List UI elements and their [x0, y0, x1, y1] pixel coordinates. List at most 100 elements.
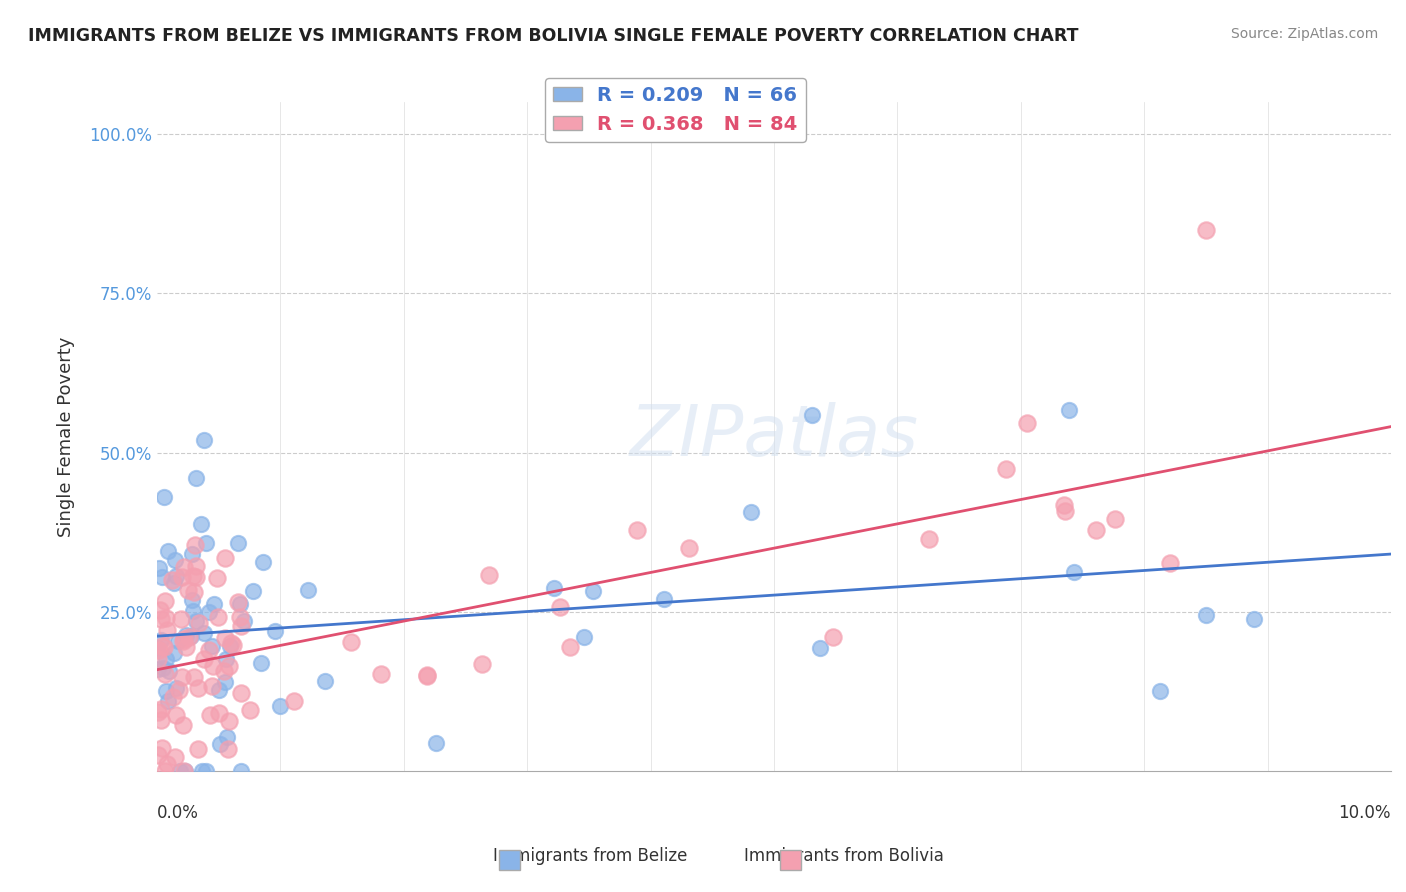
Point: [1053, 504, 1076, 518]
Point: [249, 656, 271, 670]
Point: [148, 642, 170, 657]
Point: [153, 491, 176, 505]
Point: [146, 640, 169, 655]
Point: [181, 547, 204, 561]
Point: [150, 633, 173, 648]
Point: [214, 632, 236, 646]
Point: [170, 612, 193, 626]
Point: [197, 642, 219, 657]
Point: [471, 657, 494, 672]
Point: [215, 652, 238, 666]
Point: [229, 686, 252, 700]
Point: [652, 592, 675, 607]
Point: [172, 718, 194, 732]
Point: [214, 664, 236, 678]
Point: [156, 623, 179, 637]
Point: [191, 764, 214, 779]
Point: [165, 708, 187, 723]
Point: [226, 595, 249, 609]
Point: [183, 604, 205, 618]
Point: [198, 606, 221, 620]
Point: [181, 592, 204, 607]
Point: [153, 594, 176, 608]
Point: [740, 505, 762, 519]
Point: [181, 569, 204, 583]
Point: [163, 553, 186, 567]
Point: [242, 584, 264, 599]
Point: [218, 714, 240, 728]
Point: [150, 639, 173, 653]
Point: [1243, 612, 1265, 626]
Point: [214, 550, 236, 565]
Point: [153, 640, 176, 655]
Point: [264, 624, 287, 638]
Point: [165, 681, 187, 695]
Point: [156, 694, 179, 708]
Point: [150, 713, 173, 727]
Point: [152, 661, 174, 675]
Point: [1195, 222, 1218, 236]
Point: [217, 730, 239, 744]
Point: [228, 610, 250, 624]
Point: [1063, 566, 1085, 580]
Point: [201, 639, 224, 653]
Point: [801, 409, 824, 423]
Point: [1085, 523, 1108, 537]
Point: [172, 634, 194, 648]
Point: [558, 640, 581, 654]
Point: [339, 635, 361, 649]
Point: [163, 646, 186, 660]
Point: [193, 434, 215, 448]
Point: [572, 631, 595, 645]
Point: [174, 628, 197, 642]
Point: [231, 764, 253, 779]
Point: [170, 570, 193, 584]
Point: [995, 462, 1018, 476]
Point: [183, 670, 205, 684]
Point: [207, 571, 229, 585]
Point: [202, 598, 225, 612]
Point: [167, 634, 190, 648]
Point: [173, 560, 195, 574]
Point: [228, 597, 250, 611]
Point: [201, 679, 224, 693]
Point: [283, 694, 305, 708]
Point: [162, 690, 184, 705]
Point: [218, 658, 240, 673]
Point: [155, 611, 177, 625]
Point: [233, 614, 256, 628]
Point: [193, 652, 215, 666]
Text: 10.0%: 10.0%: [1339, 805, 1391, 822]
Point: [198, 708, 221, 723]
Point: [172, 670, 194, 684]
Point: [180, 629, 202, 643]
Point: [416, 669, 439, 683]
Point: [918, 532, 941, 546]
Point: [148, 748, 170, 763]
Point: [149, 602, 172, 616]
Point: [821, 631, 844, 645]
Point: [173, 764, 195, 779]
Point: [162, 574, 184, 588]
Point: [252, 555, 274, 569]
Text: ZIPatlas: ZIPatlas: [630, 402, 918, 471]
Point: [165, 749, 187, 764]
Point: [165, 569, 187, 583]
Point: [217, 741, 239, 756]
Point: [155, 684, 177, 698]
Text: Immigrants from Bolivia: Immigrants from Bolivia: [744, 847, 943, 865]
Point: [218, 639, 240, 653]
Point: [155, 666, 177, 681]
Point: [207, 609, 229, 624]
Point: [187, 681, 209, 695]
Point: [201, 658, 224, 673]
Point: [370, 666, 392, 681]
Point: [177, 630, 200, 644]
Point: [221, 635, 243, 649]
Point: [188, 616, 211, 631]
Point: [176, 640, 198, 654]
Text: Source: ZipAtlas.com: Source: ZipAtlas.com: [1230, 27, 1378, 41]
Point: [1057, 402, 1080, 417]
Point: [548, 599, 571, 614]
Point: [184, 471, 207, 485]
